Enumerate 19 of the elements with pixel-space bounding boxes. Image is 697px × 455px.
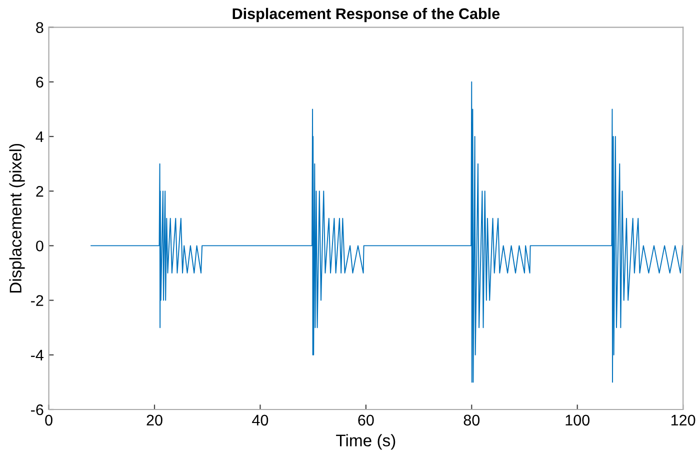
x-tick-label: 80 [464,414,480,426]
x-axis-title: Time (s) [336,434,396,450]
y-tick-label: -4 [31,350,44,360]
y-tick-label: 4 [36,132,44,142]
x-tick-label: 120 [671,414,696,426]
line-series [90,81,684,383]
y-tick-label: -2 [31,295,44,306]
y-tick-label: 2 [36,186,44,197]
y-tick-label: -6 [31,404,44,416]
x-tick-label: 100 [566,414,590,426]
chart-title: Displacement Response of the Cable [232,8,500,22]
y-tick-label: 0 [36,240,44,252]
x-tick-label: 40 [252,414,268,426]
y-tick-label: 8 [36,22,44,33]
y-axis-title: Displacement (pixel) [9,144,25,293]
y-tick-label: 6 [36,76,44,88]
x-tick-label: 60 [358,414,374,426]
x-tick-label: 0 [45,414,52,426]
x-tick-label: 20 [146,414,162,426]
